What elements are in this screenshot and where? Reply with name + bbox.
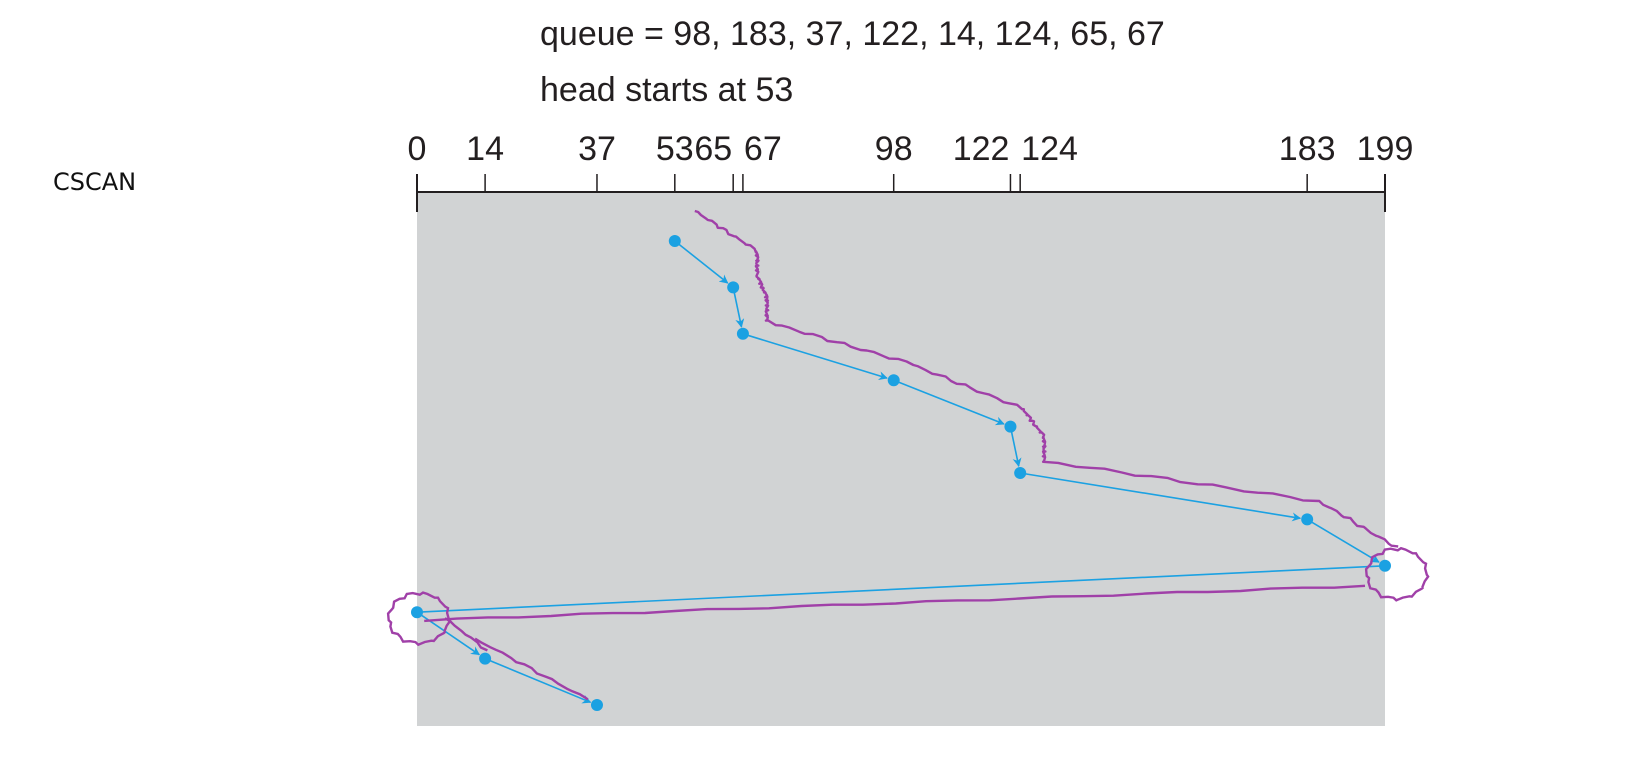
tick-label: 124 (1021, 130, 1078, 168)
seek-arrow (893, 379, 1005, 426)
tick-label: 14 (466, 130, 504, 168)
annotation-loop-left (386, 591, 452, 647)
tick-label: 53 (656, 130, 694, 168)
annotation-loop-right (1364, 546, 1430, 602)
algorithm-label: CSCAN (53, 168, 137, 196)
request-point (1379, 559, 1391, 572)
request-point (1014, 467, 1027, 479)
seek-arrow (1306, 518, 1380, 563)
request-point (1301, 513, 1314, 526)
annotation-trace-bridge (444, 617, 488, 652)
tick-label: 98 (875, 130, 913, 168)
seek-arrow (484, 657, 592, 704)
head-movement-path (411, 235, 1391, 711)
track-axis: 0 14 37 53 65 67 98 122 124 183 199 (408, 130, 1414, 212)
seek-arrow (416, 611, 481, 656)
seek-arrow (674, 240, 729, 284)
tick-label: 199 (1357, 130, 1414, 168)
queue-caption: queue = 98, 183, 37, 122, 14, 124, 65, 6… (540, 15, 1165, 53)
annotation-wrap-line (424, 584, 1366, 623)
wrap-around-line (416, 565, 1386, 613)
seek-arrow (742, 333, 888, 381)
handwritten-annotation (386, 209, 1430, 701)
annotation-trace-upper (694, 209, 1399, 548)
tick-label: 183 (1279, 130, 1336, 168)
seek-arrow (1020, 472, 1302, 522)
tick-label: 67 (744, 130, 782, 168)
request-point (479, 652, 492, 665)
request-point (887, 374, 900, 387)
request-point (668, 235, 681, 247)
request-point (736, 327, 749, 340)
request-point (727, 281, 740, 294)
request-point (411, 606, 423, 619)
track-panel (417, 192, 1385, 726)
tick-label: 0 (408, 130, 427, 168)
annotation-trace-lower (474, 637, 589, 701)
tick-label: 65 (694, 130, 732, 168)
tick-label: 122 (953, 130, 1010, 168)
seek-arrow (732, 287, 745, 328)
head-start-caption: head starts at 53 (540, 71, 794, 109)
request-point (1004, 420, 1017, 433)
tick-label: 37 (578, 130, 616, 168)
seek-arrow (1009, 426, 1022, 468)
request-point (590, 699, 603, 711)
